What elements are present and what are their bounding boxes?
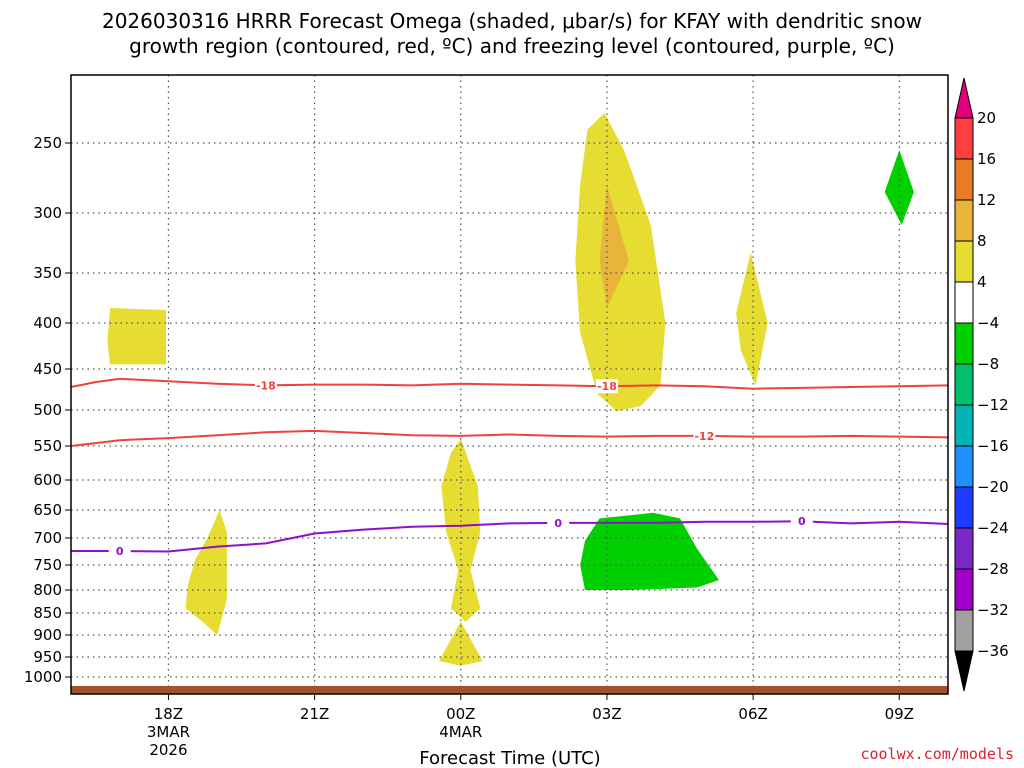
colorbar-box <box>954 527 974 570</box>
dgz-minus12-label: -12 <box>694 430 714 443</box>
freezing-level-label-bg-2 <box>790 514 813 529</box>
dgz-minus18-label-bg-0 <box>254 378 277 393</box>
colorbar-box <box>954 568 974 611</box>
colorbar-box <box>954 404 974 447</box>
y-tick-label: 750 <box>33 556 62 574</box>
y-tick-label: 250 <box>33 134 62 152</box>
colorbar-level-label: 12 <box>977 191 996 209</box>
x-tick-label: 00Z <box>446 705 475 723</box>
dgz-minus12-line <box>70 429 949 447</box>
plot-frame <box>70 74 949 695</box>
y-tick-label: 450 <box>33 360 62 378</box>
y-tick-label: 600 <box>33 471 62 489</box>
colorbar-box <box>954 199 974 242</box>
colorbar-box <box>954 322 974 365</box>
colorbar-level-label: 16 <box>977 150 996 168</box>
x-tick-label: 18Z <box>154 705 183 723</box>
x-tick-label: 03Z <box>592 705 621 723</box>
omega-minus4to8-04z <box>580 512 719 590</box>
colorbar-level-label: −16 <box>977 437 1009 455</box>
y-tick-label: 1000 <box>24 668 62 686</box>
y-tick-label: 650 <box>33 501 62 519</box>
omega-minus4to8-09z <box>884 150 914 225</box>
chart-title-line-2: growth region (contoured, red, ºC) and f… <box>129 34 895 58</box>
x-tick-label: 4MAR <box>439 723 482 741</box>
y-tick-label: 550 <box>33 437 62 455</box>
colorbar-level-label: −36 <box>977 642 1009 660</box>
colorbar-bottom-arrow <box>954 650 974 692</box>
credit-text: coolwx.com/models <box>860 745 1014 763</box>
colorbar-level-label: −12 <box>977 396 1009 414</box>
colorbar-level-label: 4 <box>977 273 987 291</box>
dgz-minus18-label: -18 <box>597 380 617 393</box>
x-tick-label: 2026 <box>149 741 187 759</box>
omega-4to8-00z-low <box>438 621 483 666</box>
colorbar-level-label: −24 <box>977 519 1009 537</box>
ground-surface <box>71 686 948 694</box>
y-axis-ticks: 250 300 350 400 450 500 550 600 650 700 750 800 850 9… <box>24 134 71 686</box>
x-axis-label: Forecast Time (UTC) <box>419 748 600 768</box>
freezing-level-label: 0 <box>116 545 124 558</box>
colorbar-level-label: −8 <box>977 355 999 373</box>
contour-lines: -18 -18 -12 0 0 0 <box>70 377 949 558</box>
omega-4to8-upper-a <box>107 308 166 365</box>
colorbar-box <box>954 117 974 160</box>
x-tick-label: 09Z <box>885 705 914 723</box>
colorbar-box <box>954 363 974 406</box>
y-tick-label: 900 <box>33 626 62 644</box>
colorbar-top-arrow <box>954 77 974 119</box>
colorbar-level-label: 20 <box>977 109 996 127</box>
colorbar-box <box>954 609 974 652</box>
colorbar: 20 16 12 8 4 −4 −8 −12 −16 −20 −24 −28 −32 −36 <box>954 77 1009 692</box>
y-tick-label: 350 <box>33 264 62 282</box>
colorbar-box <box>954 240 974 283</box>
y-tick-label: 700 <box>33 529 62 547</box>
colorbar-level-label: −32 <box>977 601 1009 619</box>
y-tick-label: 400 <box>33 314 62 332</box>
omega-4to8-00z <box>441 438 481 622</box>
chart-title: 2026030316 HRRR Forecast Omega (shaded, … <box>102 9 922 58</box>
colorbar-level-label: −4 <box>977 314 999 332</box>
colorbar-level-label: −20 <box>977 478 1009 496</box>
dgz-minus12-label-bg-0 <box>693 428 716 443</box>
freezing-level-label: 0 <box>554 517 562 530</box>
colorbar-box <box>954 158 974 201</box>
colorbar-box <box>954 281 974 324</box>
colorbar-level-label: 8 <box>977 232 987 250</box>
dgz-minus18-line <box>70 377 949 390</box>
dgz-minus18-label: -18 <box>256 379 276 392</box>
dgz-minus18-label-bg-1 <box>595 379 618 394</box>
x-tick-label: 21Z <box>300 705 329 723</box>
colorbar-box <box>954 445 974 488</box>
x-tick-label: 3MAR <box>147 723 190 741</box>
y-tick-label: 300 <box>33 204 62 222</box>
freezing-level-label-bg-1 <box>547 515 570 530</box>
omega-8to12-03z <box>599 185 629 308</box>
y-tick-label: 500 <box>33 401 62 419</box>
y-tick-label: 850 <box>33 604 62 622</box>
omega-shaded-regions <box>107 113 914 666</box>
chart-title-line-1: 2026030316 HRRR Forecast Omega (shaded, … <box>102 9 922 33</box>
omega-4to8-06z <box>736 252 768 386</box>
colorbar-box <box>954 486 974 529</box>
x-tick-label: 06Z <box>738 705 767 723</box>
colorbar-level-label: −28 <box>977 560 1009 578</box>
omega-4to8-lower-a <box>185 510 227 635</box>
y-tick-label: 800 <box>33 581 62 599</box>
freezing-level-label: 0 <box>798 515 806 528</box>
y-tick-label: 950 <box>33 648 62 666</box>
freezing-level-label-bg-0 <box>108 543 131 558</box>
